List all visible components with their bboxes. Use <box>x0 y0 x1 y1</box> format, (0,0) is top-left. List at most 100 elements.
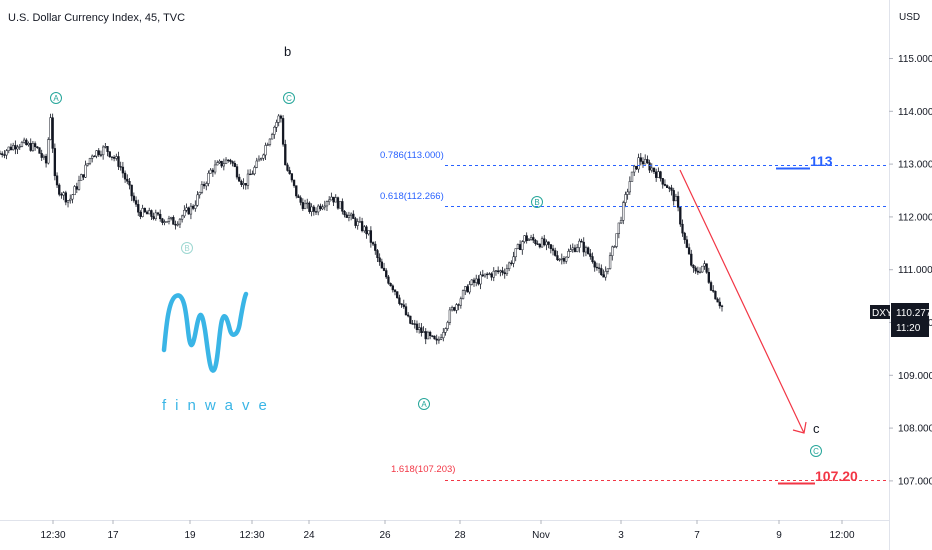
candle-body <box>321 206 324 210</box>
currency-label: USD <box>899 12 920 23</box>
y-tick-label: 115.000 <box>898 54 932 65</box>
candle-body <box>481 274 484 277</box>
x-tick-label: 12:00 <box>829 530 854 541</box>
badge-countdown: 11:20 <box>896 323 921 334</box>
candle-body <box>661 178 664 185</box>
candle-body <box>156 212 160 215</box>
candle-body <box>132 195 136 201</box>
candle-body <box>126 178 129 182</box>
candle-body <box>411 323 414 325</box>
candle-body <box>202 184 206 187</box>
candle-body <box>66 200 70 203</box>
candle-body <box>352 213 355 219</box>
candle-body <box>672 190 675 202</box>
candle-body <box>518 244 522 251</box>
candle-body <box>431 335 434 337</box>
candle-body <box>277 115 280 123</box>
candle-body <box>249 173 252 176</box>
candle-body <box>178 218 182 225</box>
candle-body <box>36 146 39 148</box>
fib-level-0786[interactable]: 0.786(113.000) <box>380 150 889 166</box>
candle-body <box>516 244 520 249</box>
candle-body <box>224 159 228 165</box>
candle-body <box>565 256 568 262</box>
fib-label-1618: 1.618(107.203) <box>391 464 455 475</box>
candle-body <box>12 145 15 151</box>
candle-body <box>503 272 506 275</box>
price-axis[interactable]: 115.000114.000113.000112.000111.000110.0… <box>889 54 932 487</box>
x-tick-label: 12:30 <box>40 530 65 541</box>
candle-body <box>556 255 559 261</box>
candle-body <box>562 258 566 262</box>
candle-body <box>507 262 511 270</box>
candle-body <box>450 307 454 311</box>
wave-circle-a2: A <box>418 398 430 410</box>
candle-body <box>545 241 548 246</box>
fib-level-0618[interactable]: 0.618(112.266) <box>380 191 889 207</box>
candle-body <box>240 181 243 185</box>
candle-body <box>1 153 4 155</box>
candle-body <box>558 259 561 261</box>
candle-body <box>591 256 594 262</box>
candle-body <box>494 270 498 272</box>
candle-body <box>14 145 17 150</box>
wave-label-c: c <box>813 421 820 436</box>
candle-body <box>101 146 105 156</box>
target-113[interactable]: 113 <box>776 153 833 170</box>
time-axis[interactable]: 12:30 17 19 12:30 24 26 28 Nov 3 7 9 12:00 <box>40 520 855 541</box>
candle-body <box>95 150 98 157</box>
badge-price: 110.277 <box>896 308 932 319</box>
candle-body <box>602 274 605 278</box>
wave-circle-b2: B <box>531 196 543 208</box>
candle-body <box>198 192 201 196</box>
candle-body <box>299 197 302 203</box>
candle-body <box>0 153 2 155</box>
candle-body <box>139 211 142 217</box>
candle-body <box>475 278 478 283</box>
candle-body <box>510 262 513 264</box>
svg-text:B: B <box>184 244 189 253</box>
candle-body <box>71 194 74 200</box>
candle-body <box>576 247 579 252</box>
candle-body <box>31 143 35 151</box>
candle-body <box>698 271 702 274</box>
candle-body <box>692 265 695 269</box>
candle-body <box>9 146 13 151</box>
candle-body <box>82 174 85 178</box>
candle-body <box>385 270 388 278</box>
candle-body <box>33 143 37 148</box>
candle-body <box>619 220 623 224</box>
candle-body <box>22 139 26 143</box>
fib-level-1618[interactable]: 1.618(107.203) <box>391 464 889 481</box>
candle-body <box>604 271 607 278</box>
current-price-badge[interactable]: DXY 110.277 11:20 <box>870 303 932 337</box>
x-tick-label: 7 <box>694 530 700 541</box>
candle-body <box>655 171 658 178</box>
candle-body <box>551 248 555 251</box>
projection-arrow[interactable] <box>679 169 807 434</box>
candle-body <box>231 161 234 164</box>
candle-body <box>77 180 81 190</box>
candle-body <box>622 202 625 221</box>
candle-body <box>328 199 331 202</box>
candle-body <box>709 282 713 291</box>
candle-body <box>205 183 208 187</box>
x-tick-label: Nov <box>532 530 550 541</box>
candle-body <box>222 163 225 167</box>
candle-body <box>442 332 445 339</box>
candle-body <box>499 270 502 273</box>
candle-body <box>49 117 52 140</box>
candle-body <box>718 301 721 307</box>
candle-body <box>538 243 542 248</box>
candle-body <box>630 171 634 182</box>
wave-circle-c1: C <box>283 92 295 104</box>
candle-body <box>483 273 487 277</box>
brand-name: finwave <box>162 397 276 414</box>
candle-body <box>108 151 111 158</box>
candle-body <box>339 201 342 209</box>
candle-body <box>336 197 340 209</box>
target-10720[interactable]: 107.20 <box>778 468 858 485</box>
candle-body <box>687 247 691 255</box>
wave-circle-c2: C <box>810 445 822 457</box>
